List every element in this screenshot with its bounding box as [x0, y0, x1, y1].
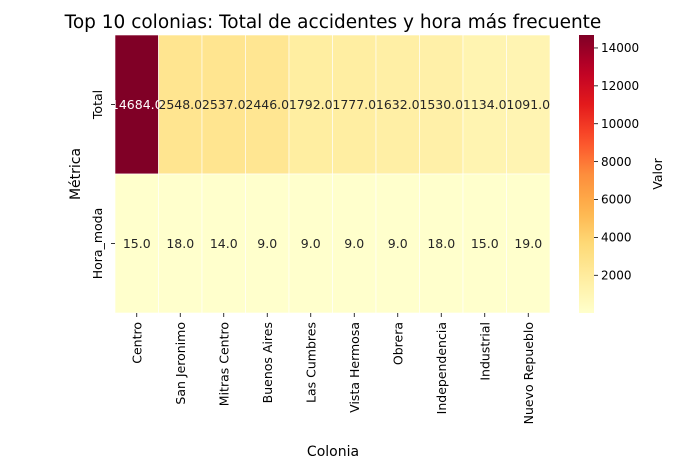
x-tick-label: Vista Hermosa — [347, 322, 362, 413]
y-axis-ticks: Total Hora_moda — [90, 90, 115, 279]
heatmap-cell — [245, 173, 290, 314]
heatmap-cell — [158, 34, 203, 175]
x-tick-label: Nuevo Repueblo — [521, 322, 536, 424]
heatmap-cell — [201, 173, 246, 314]
heatmap-cell-label: 1530.0 — [419, 97, 463, 112]
heatmap-cell — [462, 173, 507, 314]
x-tick-label: Centro — [129, 322, 144, 364]
heatmap-cell-label: 9.0 — [257, 236, 277, 251]
x-axis-ticks: Centro San Jeronimo Mitras Centro Buenos Ai… — [129, 313, 536, 424]
heatmap-cell-label: 1134.0 — [463, 97, 507, 112]
heatmap-cell-label: 1091.0 — [506, 97, 550, 112]
colorbar-tick-label: 10000 — [601, 117, 639, 131]
x-tick-label: Obrera — [390, 322, 405, 365]
heatmap-cell — [158, 173, 203, 314]
heatmap-cell-label: 9.0 — [344, 236, 364, 251]
heatmap-cell-label: 14684.0 — [111, 97, 163, 112]
colorbar-tick-label: 12000 — [601, 79, 639, 93]
heatmap-cell-label: 9.0 — [388, 236, 408, 251]
heatmap-cells — [114, 34, 551, 314]
heatmap-cell-label: 2548.0 — [158, 97, 202, 112]
x-tick-label: Independencia — [434, 322, 449, 414]
heatmap-cell — [332, 34, 377, 175]
heatmap-cell — [245, 34, 290, 175]
y-tick-label: Hora_moda — [90, 208, 105, 280]
colorbar-tick-label: 14000 — [601, 41, 639, 55]
heatmap-cell — [506, 34, 551, 175]
heatmap-cell — [419, 173, 464, 314]
heatmap-cell — [375, 173, 420, 314]
x-tick-label: San Jeronimo — [173, 322, 188, 405]
colorbar: 2000 4000 6000 8000 10000 12000 14000 Valor — [579, 35, 665, 313]
heatmap-cell-label: 1632.0 — [376, 97, 420, 112]
colorbar-tick-label: 8000 — [601, 155, 632, 169]
heatmap-cell-label: 15.0 — [471, 236, 499, 251]
heatmap-cell — [114, 34, 159, 175]
chart-title: Top 10 colonias: Total de accidentes y h… — [64, 12, 602, 33]
colorbar-gradient — [579, 35, 594, 313]
heatmap-cell-label: 1792.0 — [289, 97, 333, 112]
heatmap-cell-label: 1777.0 — [332, 97, 376, 112]
colorbar-tick-label: 4000 — [601, 231, 632, 245]
colorbar-ticks: 2000 4000 6000 8000 10000 12000 14000 — [594, 41, 639, 282]
heatmap-cell-label: 18.0 — [427, 236, 455, 251]
colorbar-tick-label: 6000 — [601, 193, 632, 207]
colorbar-label: Valor — [650, 157, 665, 189]
heatmap-cell — [419, 34, 464, 175]
colorbar-tick-label: 2000 — [601, 268, 632, 282]
heatmap-cell-label: 14.0 — [210, 236, 238, 251]
heatmap-cell-label: 9.0 — [301, 236, 321, 251]
heatmap-cell — [332, 173, 377, 314]
x-tick-label: Industrial — [477, 322, 492, 381]
y-tick-label: Total — [90, 90, 105, 120]
heatmap-cell-label: 19.0 — [514, 236, 542, 251]
x-tick-label: Buenos Aires — [260, 322, 275, 403]
y-axis-label: Métrica — [68, 148, 84, 200]
heatmap-cell — [201, 34, 246, 175]
heatmap-cell — [288, 34, 333, 175]
heatmap-cell-label: 2537.0 — [202, 97, 246, 112]
heatmap-cell-label: 2446.0 — [245, 97, 289, 112]
heatmap-cell — [288, 173, 333, 314]
heatmap-cell-label: 15.0 — [123, 236, 151, 251]
heatmap-cell — [506, 173, 551, 314]
heatmap-cell-label: 18.0 — [166, 236, 194, 251]
x-tick-label: Mitras Centro — [216, 322, 231, 406]
x-tick-label: Las Cumbres — [303, 322, 318, 403]
x-axis-label: Colonia — [307, 444, 359, 460]
